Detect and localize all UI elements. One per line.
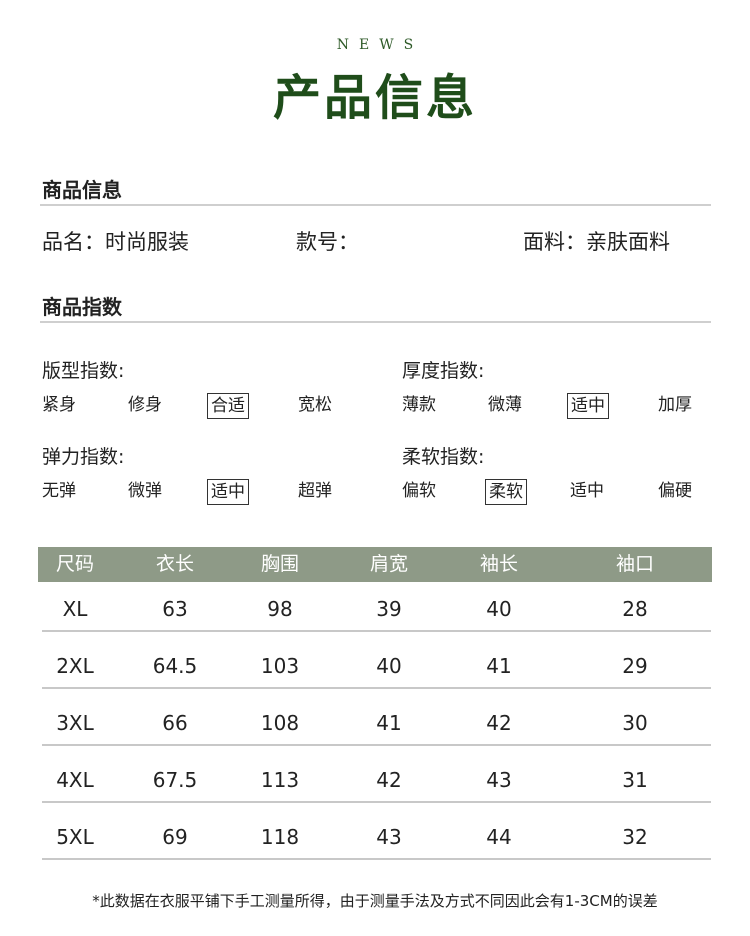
table-cell: 69 — [162, 825, 188, 849]
footnote: *此数据在衣服平铺下手工测量所得，由于测量手法及方式不同因此会有1-3CM的误差 — [92, 892, 658, 910]
table-cell: 42 — [376, 768, 402, 792]
table-cell: 64.5 — [152, 654, 198, 678]
table-cell: 66 — [162, 711, 188, 735]
index-option: 紧身 — [42, 395, 76, 415]
index-label: 柔软指数: — [402, 446, 485, 468]
index-option: 偏硬 — [658, 481, 692, 501]
row-divider — [42, 801, 711, 803]
table-cell: 28 — [622, 597, 648, 621]
table-cell: 42 — [486, 711, 512, 735]
index-option: 宽松 — [298, 395, 332, 415]
column-header: 袖口 — [615, 553, 655, 575]
index-option: 修身 — [128, 395, 162, 415]
table-cell: 118 — [260, 825, 300, 849]
table-cell: 5XL — [56, 825, 94, 849]
row-divider — [42, 858, 711, 860]
table-cell: 3XL — [56, 711, 94, 735]
index-option: 微弹 — [128, 481, 162, 501]
divider — [40, 321, 711, 323]
row-divider — [42, 630, 711, 632]
table-cell: 4XL — [56, 768, 94, 792]
column-header: 肩宽 — [369, 553, 409, 575]
table-cell: 29 — [622, 654, 648, 678]
column-header: 袖长 — [479, 553, 519, 575]
table-cell: 98 — [267, 597, 293, 621]
table-cell: 40 — [376, 654, 402, 678]
page-title: 产品信息 — [272, 70, 477, 126]
table-cell: 31 — [622, 768, 648, 792]
index-option: 适中 — [570, 481, 604, 501]
table-cell: 108 — [260, 711, 300, 735]
section-heading-indices: 商品指数 — [42, 295, 122, 319]
table-cell: 32 — [622, 825, 648, 849]
index-option: 无弹 — [42, 481, 76, 501]
column-header: 尺码 — [55, 553, 95, 575]
table-cell: 2XL — [56, 654, 94, 678]
index-option: 加厚 — [658, 395, 692, 415]
divider — [40, 204, 711, 206]
size-table-header — [38, 547, 712, 582]
table-cell: XL — [62, 597, 88, 621]
index-label: 厚度指数: — [402, 360, 485, 382]
table-cell: 43 — [376, 825, 402, 849]
eyebrow-text: NEWS — [336, 37, 424, 53]
index-option-selected: 适中 — [207, 479, 249, 505]
table-cell: 41 — [486, 654, 512, 678]
table-cell: 67.5 — [152, 768, 198, 792]
index-option: 薄款 — [402, 395, 436, 415]
table-cell: 30 — [622, 711, 648, 735]
product-name: 品名：时尚服装 — [42, 230, 189, 254]
index-option-selected: 合适 — [207, 393, 249, 419]
fabric: 面料：亲肤面料 — [523, 230, 670, 254]
index-option: 偏软 — [402, 481, 436, 501]
table-cell: 41 — [376, 711, 402, 735]
index-option-selected: 适中 — [567, 393, 609, 419]
table-cell: 39 — [376, 597, 402, 621]
section-heading-product-info: 商品信息 — [42, 178, 122, 202]
column-header: 胸围 — [260, 553, 300, 575]
index-option: 超弹 — [298, 481, 332, 501]
index-label: 弹力指数: — [42, 446, 125, 468]
row-divider — [42, 687, 711, 689]
column-header: 衣长 — [155, 553, 195, 575]
table-cell: 103 — [260, 654, 300, 678]
table-cell: 113 — [260, 768, 300, 792]
index-label: 版型指数: — [42, 360, 125, 382]
index-option: 微薄 — [488, 395, 522, 415]
table-cell: 44 — [486, 825, 512, 849]
index-option-selected: 柔软 — [485, 479, 527, 505]
row-divider — [42, 744, 711, 746]
table-cell: 63 — [162, 597, 188, 621]
style-number: 款号： — [296, 230, 359, 254]
table-cell: 43 — [486, 768, 512, 792]
table-cell: 40 — [486, 597, 512, 621]
